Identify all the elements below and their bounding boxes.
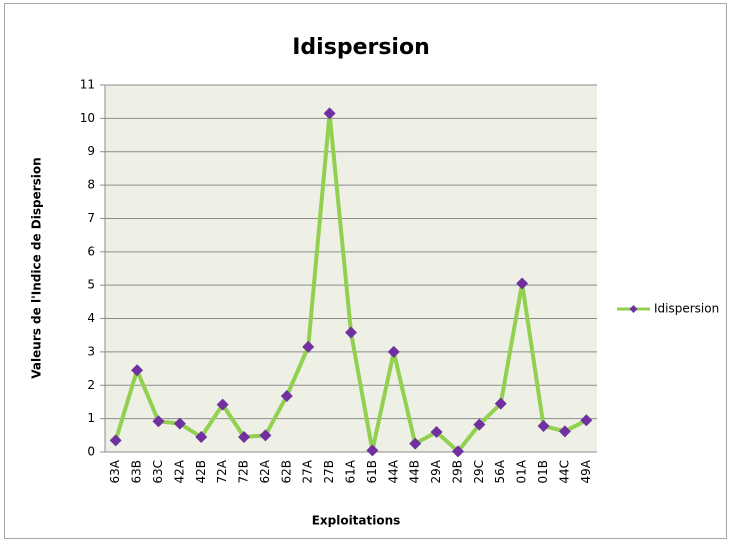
- x-tick-label: 56A: [493, 459, 507, 483]
- x-tick-label: 62A: [258, 459, 272, 483]
- data-marker: [473, 418, 486, 431]
- data-marker: [516, 277, 529, 290]
- y-tick-label: 4: [87, 311, 95, 325]
- x-tick-label: 63A: [108, 459, 122, 483]
- x-tick-label: 44A: [386, 459, 400, 483]
- data-marker: [366, 444, 379, 457]
- data-marker: [494, 397, 507, 410]
- y-tick-label: 7: [87, 211, 95, 225]
- y-tick-label: 6: [87, 244, 95, 258]
- x-tick-label: 44C: [557, 460, 571, 484]
- x-tick-label: 44B: [408, 460, 422, 484]
- x-tick-label: 42B: [194, 460, 208, 484]
- chart-title: Idispersion: [292, 35, 430, 60]
- legend-marker: [629, 305, 638, 313]
- data-marker: [387, 345, 400, 358]
- data-marker: [238, 430, 251, 443]
- y-tick-label: 2: [87, 378, 95, 392]
- x-tick-label: 29C: [472, 460, 486, 484]
- data-marker: [558, 425, 571, 438]
- plot-area: [105, 85, 597, 452]
- data-marker: [109, 434, 122, 447]
- data-marker: [152, 415, 165, 428]
- data-marker: [131, 364, 144, 377]
- data-marker: [259, 429, 272, 442]
- x-axis-label: Exploitations: [312, 514, 401, 528]
- x-tick-label: 61B: [365, 460, 379, 484]
- data-marker: [280, 389, 293, 402]
- data-marker: [195, 430, 208, 443]
- data-marker: [409, 437, 422, 450]
- x-tick-label: 61A: [344, 459, 358, 483]
- y-tick-label: 10: [80, 111, 95, 125]
- y-tick-label: 9: [87, 144, 95, 158]
- x-tick-label: 27B: [322, 460, 336, 484]
- x-tick-label: 49A: [579, 459, 593, 483]
- x-tick-label: 42A: [172, 459, 186, 483]
- x-tick-label: 29B: [450, 460, 464, 484]
- y-axis-label: Valeurs de l'Indice de Dispersion: [30, 157, 44, 378]
- data-marker: [302, 340, 315, 353]
- y-tick-label: 1: [87, 411, 95, 425]
- y-tick-label: 3: [87, 344, 95, 358]
- data-marker: [173, 417, 186, 430]
- data-marker: [580, 414, 593, 427]
- x-tick-label: 29A: [429, 459, 443, 483]
- x-tick-label: 01B: [536, 460, 550, 484]
- y-tick-label: 0: [87, 445, 95, 459]
- x-tick-label: 63C: [151, 460, 165, 484]
- data-marker: [345, 326, 357, 339]
- data-marker: [430, 425, 443, 438]
- x-tick-label: 72B: [237, 460, 251, 484]
- y-tick-label: 11: [80, 78, 95, 92]
- x-tick-label: 62B: [279, 460, 293, 484]
- data-marker: [537, 419, 550, 432]
- x-tick-label: 01A: [515, 459, 529, 483]
- data-marker: [216, 398, 229, 411]
- y-tick-label: 8: [87, 178, 95, 192]
- x-tick-label: 27A: [301, 459, 315, 483]
- legend-label: Idispersion: [654, 302, 719, 316]
- x-tick-label: 72A: [215, 459, 229, 483]
- data-marker: [323, 107, 336, 120]
- y-tick-label: 5: [87, 278, 95, 292]
- data-marker: [451, 445, 464, 458]
- x-tick-label: 63B: [130, 460, 144, 484]
